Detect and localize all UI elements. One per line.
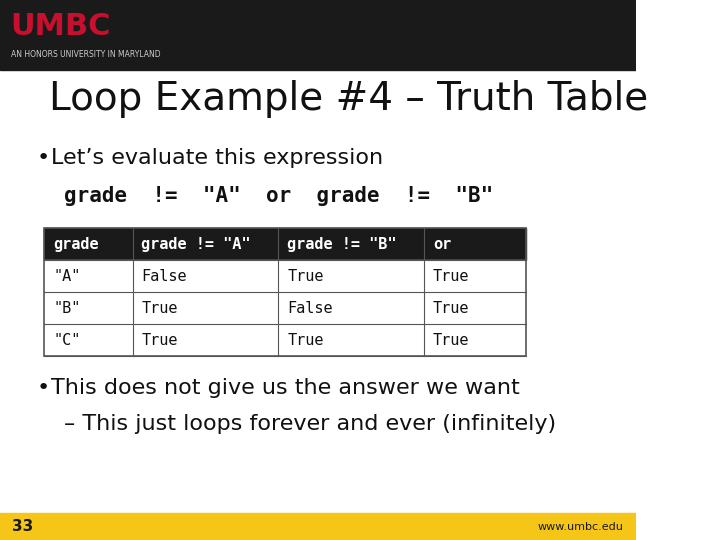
- Text: UMBC: UMBC: [11, 12, 111, 41]
- Text: True: True: [287, 269, 323, 284]
- Bar: [44, 324, 526, 356]
- Text: True: True: [433, 301, 469, 316]
- Bar: [0, 513, 636, 540]
- Text: 33: 33: [12, 519, 34, 534]
- Text: True: True: [287, 333, 323, 348]
- Text: True: True: [433, 333, 469, 348]
- Text: •: •: [37, 378, 50, 398]
- Text: – This just loops forever and ever (infinitely): – This just loops forever and ever (infi…: [63, 414, 556, 434]
- Text: AN HONORS UNIVERSITY IN MARYLAND: AN HONORS UNIVERSITY IN MARYLAND: [11, 50, 161, 59]
- Text: True: True: [141, 301, 178, 316]
- Text: or: or: [433, 237, 451, 252]
- Text: grade != "B": grade != "B": [287, 237, 397, 252]
- Bar: [44, 228, 526, 260]
- Bar: [44, 292, 526, 324]
- Text: "B": "B": [53, 301, 81, 316]
- Text: False: False: [141, 269, 187, 284]
- Text: grade: grade: [53, 237, 99, 252]
- Bar: [44, 260, 526, 292]
- Text: grade  !=  "A"  or  grade  !=  "B": grade != "A" or grade != "B": [63, 186, 493, 206]
- Text: This does not give us the answer we want: This does not give us the answer we want: [51, 378, 520, 398]
- Text: grade != "A": grade != "A": [141, 237, 251, 252]
- Text: True: True: [141, 333, 178, 348]
- Text: "A": "A": [53, 269, 81, 284]
- Text: www.umbc.edu: www.umbc.edu: [538, 522, 624, 531]
- Text: Let’s evaluate this expression: Let’s evaluate this expression: [51, 148, 383, 168]
- Text: True: True: [433, 269, 469, 284]
- Text: "C": "C": [53, 333, 81, 348]
- Text: •: •: [37, 148, 50, 168]
- Text: False: False: [287, 301, 333, 316]
- Bar: [0, 0, 636, 70]
- Bar: [44, 228, 526, 356]
- Text: Loop Example #4 – Truth Table: Loop Example #4 – Truth Table: [48, 80, 648, 118]
